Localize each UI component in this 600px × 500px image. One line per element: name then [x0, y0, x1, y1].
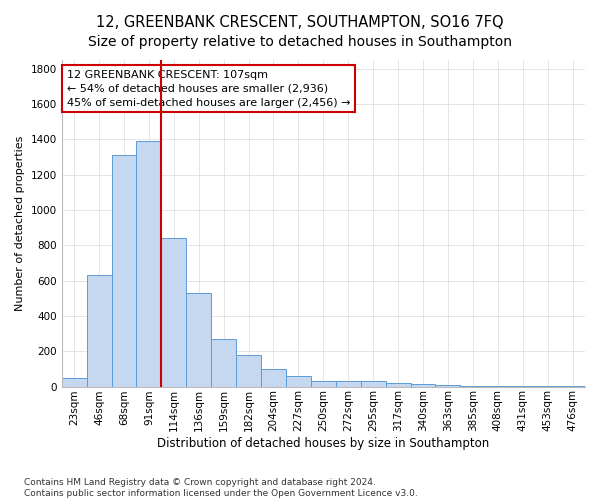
Bar [311, 381, 336, 386]
Text: Size of property relative to detached houses in Southampton: Size of property relative to detached ho… [88, 35, 512, 49]
Bar [361, 381, 386, 386]
Bar [410, 384, 436, 386]
X-axis label: Distribution of detached houses by size in Southampton: Distribution of detached houses by size … [157, 437, 490, 450]
Bar [86, 276, 112, 386]
Text: Contains HM Land Registry data © Crown copyright and database right 2024.
Contai: Contains HM Land Registry data © Crown c… [24, 478, 418, 498]
Text: 12, GREENBANK CRESCENT, SOUTHAMPTON, SO16 7FQ: 12, GREENBANK CRESCENT, SOUTHAMPTON, SO1… [96, 15, 504, 30]
Bar [261, 369, 286, 386]
Bar [112, 156, 136, 386]
Bar [211, 339, 236, 386]
Bar [386, 383, 410, 386]
Bar [136, 141, 161, 386]
Bar [436, 385, 460, 386]
Bar [161, 238, 186, 386]
Y-axis label: Number of detached properties: Number of detached properties [15, 136, 25, 311]
Text: 12 GREENBANK CRESCENT: 107sqm
← 54% of detached houses are smaller (2,936)
45% o: 12 GREENBANK CRESCENT: 107sqm ← 54% of d… [67, 70, 350, 108]
Bar [236, 355, 261, 386]
Bar [186, 293, 211, 386]
Bar [286, 376, 311, 386]
Bar [336, 381, 361, 386]
Bar [62, 378, 86, 386]
